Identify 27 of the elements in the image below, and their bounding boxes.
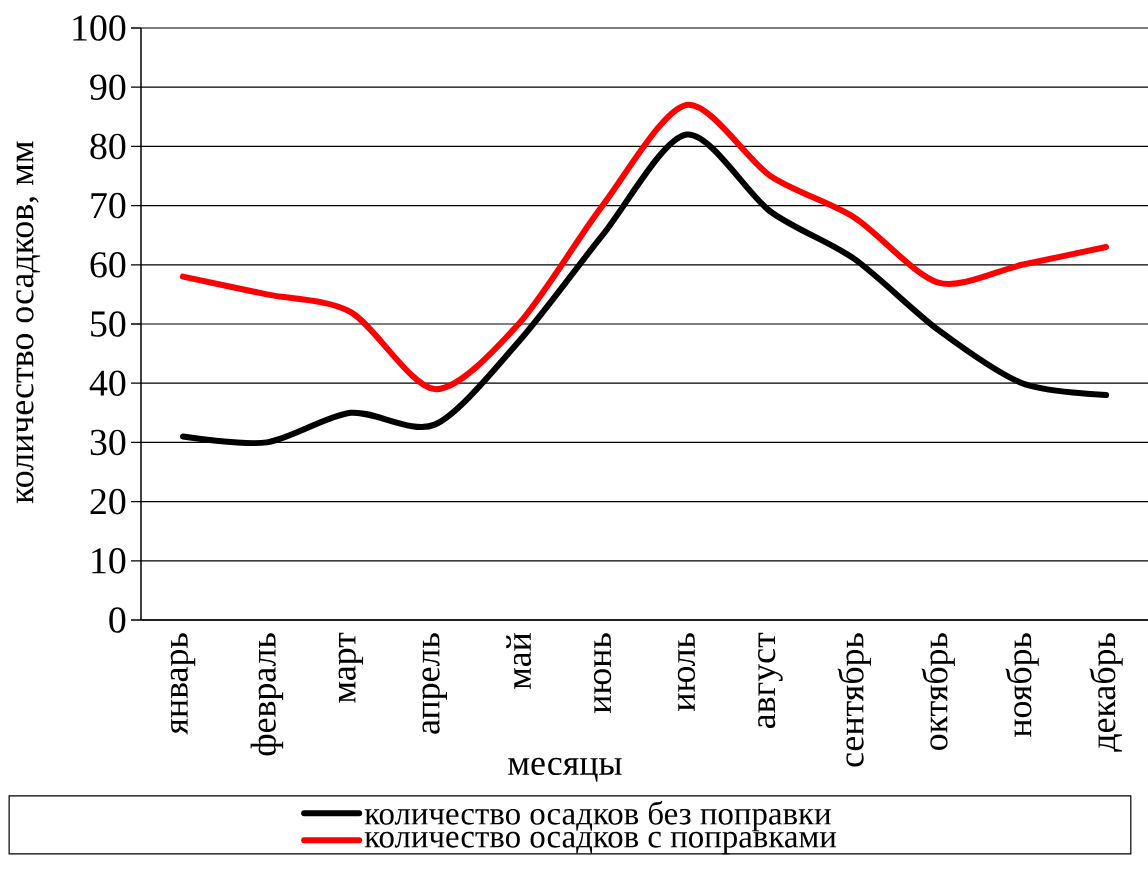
x-tick-label: декабрь xyxy=(1089,633,1123,752)
x-tick-label: апрель xyxy=(422,633,447,734)
x-tick-label: январь xyxy=(170,633,196,735)
x-tick-label: сентябрь xyxy=(837,633,871,767)
y-tick-label: 60 xyxy=(90,252,126,278)
x-tick-label: июнь xyxy=(593,633,612,714)
y-tick-label: 50 xyxy=(91,311,126,337)
x-tick-label: март xyxy=(338,632,364,703)
y-tick-label: 80 xyxy=(90,133,126,160)
x-tick-label: август xyxy=(758,632,783,729)
y-tick-label: 30 xyxy=(90,429,126,456)
x-axis-title: месяцы xyxy=(508,757,622,782)
y-tick-label: 10 xyxy=(92,548,126,574)
y-tick-label: 70 xyxy=(91,192,126,219)
y-tick-label: 90 xyxy=(90,74,126,100)
x-tick-label: ноябрь xyxy=(1005,633,1039,738)
x-tick-label: май xyxy=(506,633,532,689)
legend-label: количество осадков с поправками xyxy=(364,831,837,855)
y-tick-label: 20 xyxy=(90,488,126,515)
legend-label: количество осадков без поправки xyxy=(364,800,831,832)
y-tick-label: 40 xyxy=(89,370,126,396)
y-tick-label: 100 xyxy=(73,15,126,41)
y-tick-label: 0 xyxy=(109,607,126,633)
x-tick-label: июль xyxy=(677,633,696,711)
x-tick-label: октябрь xyxy=(921,633,955,750)
y-axis-title: количество осадков, мм xyxy=(16,141,41,504)
x-tick-label: февраль xyxy=(250,633,284,756)
